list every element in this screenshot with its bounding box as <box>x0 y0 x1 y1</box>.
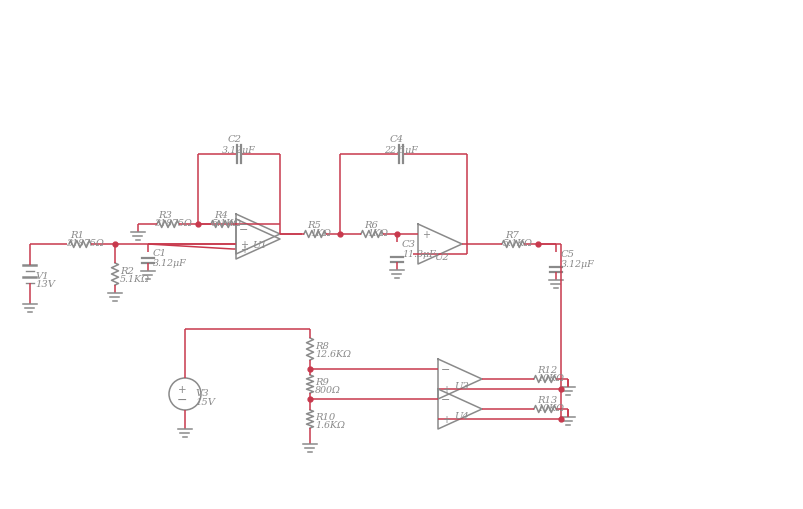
Text: U3: U3 <box>454 381 468 390</box>
Text: U2: U2 <box>434 252 448 262</box>
Text: 12.6KΩ: 12.6KΩ <box>315 349 351 358</box>
Text: +: + <box>442 384 450 394</box>
Text: R3: R3 <box>158 211 172 219</box>
Text: 5.1KΩ: 5.1KΩ <box>503 239 532 247</box>
Text: 15V: 15V <box>195 397 214 406</box>
Text: R9: R9 <box>315 377 328 386</box>
Text: R1: R1 <box>70 231 84 240</box>
Text: −: − <box>239 219 248 230</box>
Text: R13: R13 <box>536 395 556 404</box>
Text: 13V: 13V <box>35 279 55 289</box>
Text: R5: R5 <box>307 220 320 230</box>
Text: 1.6KΩ: 1.6KΩ <box>315 420 344 429</box>
Text: 22.5μF: 22.5μF <box>384 146 418 155</box>
Text: 3.12μF: 3.12μF <box>153 259 186 267</box>
Text: 1KΩ: 1KΩ <box>366 229 388 238</box>
Text: 1KΩ: 1KΩ <box>310 229 331 238</box>
Text: 31875Ω: 31875Ω <box>155 218 193 228</box>
Text: R6: R6 <box>364 220 377 230</box>
Text: 10KΩ: 10KΩ <box>536 403 563 412</box>
Text: U1: U1 <box>251 241 267 249</box>
Text: R2: R2 <box>120 267 134 275</box>
Text: 5.1KΩ: 5.1KΩ <box>212 218 242 228</box>
Text: 800Ω: 800Ω <box>315 385 340 394</box>
Text: U4: U4 <box>454 411 468 420</box>
Text: V3: V3 <box>195 388 208 397</box>
Text: −: − <box>177 393 187 406</box>
Text: C5: C5 <box>560 249 574 259</box>
Text: R12: R12 <box>536 365 556 374</box>
Text: 3.12μF: 3.12μF <box>560 260 594 268</box>
Text: R8: R8 <box>315 342 328 350</box>
Text: +: + <box>422 230 430 240</box>
Text: C4: C4 <box>389 135 403 144</box>
Text: R4: R4 <box>214 211 227 219</box>
Text: −: − <box>441 364 450 374</box>
Text: C2: C2 <box>228 135 242 144</box>
Text: −: − <box>441 394 450 404</box>
Text: +: + <box>442 414 450 424</box>
Text: +: + <box>240 244 247 254</box>
Text: 5.1KΩ: 5.1KΩ <box>120 274 150 284</box>
Text: R7: R7 <box>504 231 518 240</box>
Text: −: − <box>421 249 430 260</box>
Text: R10: R10 <box>315 412 335 421</box>
Text: C3: C3 <box>402 240 415 248</box>
Text: +: + <box>177 384 186 394</box>
Text: 3.12μF: 3.12μF <box>222 146 255 155</box>
Text: C1: C1 <box>153 248 167 258</box>
Text: +: + <box>240 240 247 249</box>
Text: 11.3μF: 11.3μF <box>402 249 435 259</box>
Text: 31875Ω: 31875Ω <box>67 239 104 247</box>
Text: V1: V1 <box>35 271 48 280</box>
Text: 10KΩ: 10KΩ <box>536 373 563 382</box>
Text: −: − <box>239 224 248 235</box>
